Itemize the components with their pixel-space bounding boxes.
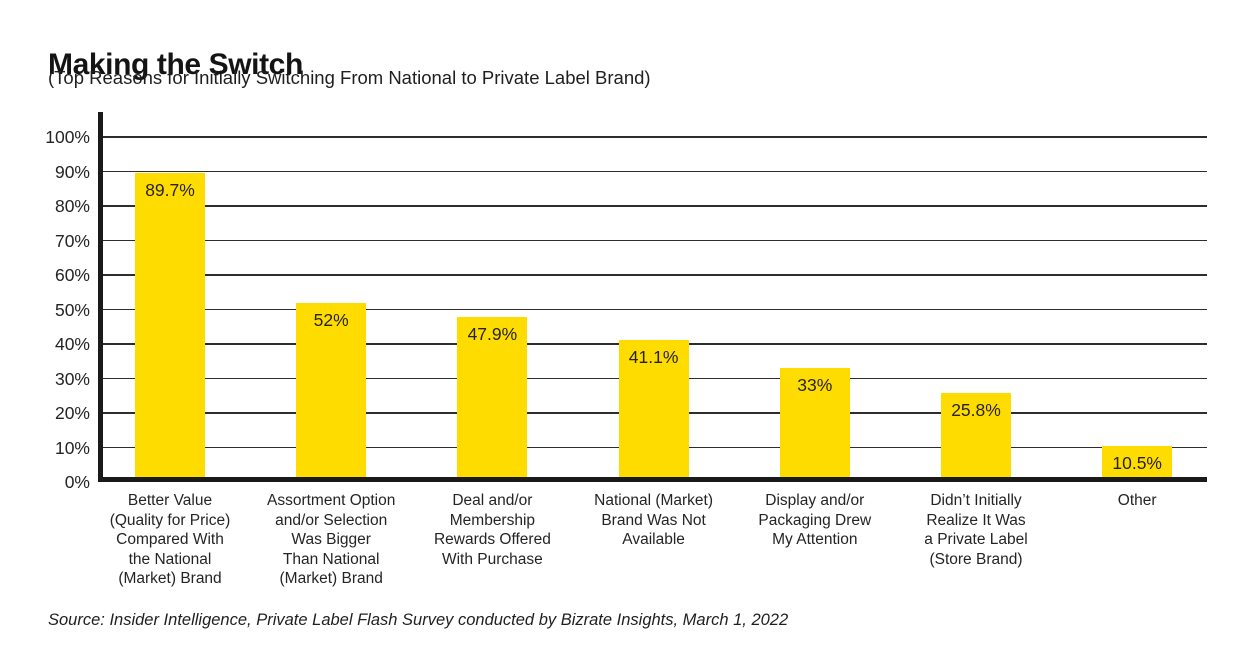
y-tick-label: 100% <box>45 127 90 147</box>
bar-3 <box>457 316 528 482</box>
gridline-50 <box>98 308 1207 311</box>
bar-1 <box>135 172 205 482</box>
bar-value-label: 52% <box>313 309 349 330</box>
x-category-label: Didn’t Initially Realize It Was a Private … <box>890 491 1062 569</box>
x-category-label-line: a Private Label <box>924 531 1028 548</box>
bar-value-label: 33% <box>797 375 833 396</box>
y-tick-label: 70% <box>54 230 90 251</box>
x-category-label-line: (Store Brand) <box>929 550 1023 568</box>
bar-5 <box>779 368 850 482</box>
y-tick-label: 0% <box>64 472 90 492</box>
bar-value-label: 41.1% <box>628 347 679 368</box>
x-category-label-line: Deal and/or <box>452 492 533 509</box>
x-category-label-line: Assortment Option <box>267 492 396 509</box>
gridline-80 <box>98 205 1207 207</box>
chart-title: Making the Switch <box>48 48 303 82</box>
x-category-label-line: Rewards Offered <box>433 531 551 548</box>
x-category-label-line: (Quality for Price) <box>109 511 231 529</box>
bar-value-label: 25.8% <box>951 399 1001 420</box>
gridline-60 <box>98 274 1207 276</box>
bar-6 <box>941 392 1011 482</box>
x-category-label-line: Didn’t Initially <box>930 492 1022 509</box>
x-category-label-line: Membership <box>449 511 536 529</box>
bar-value-label: 47.9% <box>467 323 518 344</box>
x-category-label: Better Value (Quality for Price) Compared … <box>84 491 256 589</box>
y-tick-label: 20% <box>54 403 90 423</box>
x-category-label-line: National (Market) <box>594 492 714 509</box>
x-category-label-line: My Attention <box>772 531 858 548</box>
x-category-label-line: With Purchase <box>441 550 543 568</box>
x-category-label-line: and/or Selection <box>275 511 388 529</box>
x-category-label-line: Brand Was Not <box>601 511 706 529</box>
x-category-label-line: Compared With <box>116 531 224 548</box>
bar-4 <box>618 340 689 482</box>
x-category-label: Other <box>1051 491 1223 511</box>
bar-2 <box>296 302 367 482</box>
bar-value-label: 10.5% <box>1112 452 1162 473</box>
chart-subtitle: (Top Reasons for Initially Switching Fro… <box>48 67 651 88</box>
y-tick-label: 60% <box>54 265 90 285</box>
y-tick-label: 90% <box>54 161 90 182</box>
x-category-label-line: Better Value <box>127 492 213 509</box>
x-category-label-line: Than National <box>282 550 380 568</box>
x-category-label-line: Available <box>622 531 685 548</box>
x-category-label-line: (Market) Brand <box>279 570 383 587</box>
y-tick-label: 40% <box>54 334 90 354</box>
x-category-label: Deal and/or Membership Rewards Offered With… <box>406 491 578 569</box>
x-category-label: Display and/or Packaging Drew My Attention <box>729 491 901 550</box>
x-category-label-line: Other <box>1117 492 1157 509</box>
x-category-label: Assortment Option and/or Selection Was Big… <box>245 491 417 589</box>
y-axis-line <box>98 112 103 482</box>
x-axis-line <box>98 477 1207 482</box>
x-category-label-line: (Market) Brand <box>118 570 222 587</box>
bar-value-label: 89.7% <box>145 179 195 200</box>
y-tick-label: 10% <box>54 437 90 458</box>
bar-7 <box>1102 445 1173 482</box>
x-category-label: National (Market) Brand Was Not Available <box>568 491 740 550</box>
y-tick-label: 50% <box>54 299 90 320</box>
x-category-label-line: Packaging Drew <box>758 511 872 529</box>
gridline-100 <box>98 136 1207 138</box>
source-note: Source: Insider Intelligence, Private La… <box>48 611 789 629</box>
x-category-label-line: Display and/or <box>765 492 865 509</box>
x-category-label-line: Realize It Was <box>926 511 1026 529</box>
gridline-70 <box>98 239 1207 242</box>
x-category-label-line: Was Bigger <box>291 531 371 548</box>
y-tick-label: 30% <box>54 368 90 389</box>
x-category-label-line: the National <box>128 550 212 568</box>
y-tick-label: 80% <box>54 196 90 216</box>
gridline-90 <box>98 170 1207 173</box>
